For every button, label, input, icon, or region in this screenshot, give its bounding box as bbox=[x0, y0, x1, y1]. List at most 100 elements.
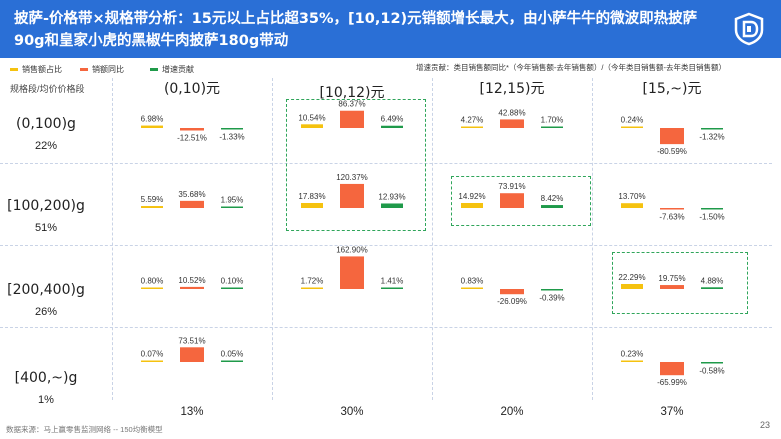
column-share: 13% bbox=[180, 406, 204, 418]
bar-yoy bbox=[340, 110, 364, 128]
value-label-contrib: 6.49% bbox=[381, 115, 404, 124]
row-share: 26% bbox=[34, 306, 58, 318]
row-share: 22% bbox=[34, 140, 58, 152]
grid-line-horizontal bbox=[0, 327, 772, 328]
value-label-yoy: 19.75% bbox=[658, 274, 685, 283]
value-label-contrib: 0.10% bbox=[221, 277, 244, 286]
bar-contrib bbox=[381, 125, 403, 128]
column-share: 20% bbox=[500, 406, 524, 418]
highlight-box bbox=[451, 176, 591, 226]
highlight-box bbox=[286, 99, 426, 231]
value-label-contrib: -1.32% bbox=[699, 133, 724, 142]
value-label-share: 5.59% bbox=[141, 195, 164, 204]
row-share: 51% bbox=[34, 222, 58, 234]
column-share: 30% bbox=[340, 406, 364, 418]
bar-contrib bbox=[381, 203, 403, 208]
bar-yoy bbox=[340, 183, 364, 208]
bar-yoy bbox=[500, 289, 524, 295]
value-label-contrib: -1.50% bbox=[699, 213, 724, 222]
value-label-yoy: 86.37% bbox=[338, 100, 365, 109]
legend-label: 销额同比 bbox=[92, 65, 124, 74]
value-label-share: 0.24% bbox=[621, 116, 644, 125]
bar-contrib bbox=[701, 362, 723, 364]
bar-share bbox=[461, 126, 483, 128]
grid-line-horizontal bbox=[0, 245, 772, 246]
value-label-share: 17.83% bbox=[298, 192, 325, 201]
page-number: 23 bbox=[760, 420, 771, 430]
value-label-share: 0.83% bbox=[461, 277, 484, 286]
highlight-box bbox=[612, 252, 748, 314]
bar-share bbox=[141, 125, 163, 128]
legend-label: 销售额占比 bbox=[22, 65, 62, 74]
bar-contrib bbox=[221, 206, 243, 208]
bar-share bbox=[621, 126, 643, 128]
brand-logo-icon bbox=[734, 12, 764, 46]
bar-yoy bbox=[660, 362, 684, 376]
row-share: 1% bbox=[38, 394, 54, 406]
grid-line-horizontal bbox=[0, 163, 772, 164]
value-label-contrib: -1.33% bbox=[219, 133, 244, 142]
bar-share bbox=[461, 203, 483, 208]
contribution-note: 增速贡献：类目销售额同比*（今年销售额-去年销售额）/（今年类目销售额-去年类目… bbox=[416, 63, 726, 72]
value-label-yoy: -65.99% bbox=[657, 378, 687, 387]
bar-share bbox=[141, 287, 163, 289]
bar-yoy bbox=[180, 347, 204, 362]
bar-yoy bbox=[180, 128, 204, 131]
value-label-contrib: -0.39% bbox=[539, 294, 564, 303]
grid-line-vertical bbox=[272, 78, 273, 400]
bar-share bbox=[621, 284, 643, 289]
value-label-contrib: 4.88% bbox=[701, 276, 724, 285]
bar-yoy bbox=[180, 286, 204, 289]
bar-yoy bbox=[340, 256, 364, 289]
value-label-contrib: 1.70% bbox=[541, 116, 564, 125]
bar-yoy bbox=[660, 285, 684, 289]
grid-line-vertical bbox=[592, 78, 593, 400]
value-label-share: 0.07% bbox=[141, 350, 164, 359]
data-source: 数据来源：马上赢零售监测网络 -- 150均衡模型 bbox=[6, 425, 163, 434]
legend-swatch-yoy bbox=[80, 68, 88, 71]
grid-line-vertical bbox=[112, 78, 113, 400]
value-label-yoy: 35.68% bbox=[178, 190, 205, 199]
bar-share bbox=[461, 287, 483, 289]
value-label-yoy: -80.59% bbox=[657, 147, 687, 156]
row-label: (0,100)g bbox=[16, 116, 76, 132]
bar-share bbox=[141, 360, 163, 362]
value-label-contrib: 8.42% bbox=[541, 194, 564, 203]
column-header: [10,12)元 bbox=[319, 85, 385, 101]
row-header: (0,100)g 22% bbox=[0, 116, 92, 152]
value-label-yoy: 162.90% bbox=[336, 245, 368, 254]
value-label-yoy: 73.91% bbox=[498, 182, 525, 191]
bar-contrib bbox=[541, 126, 563, 128]
value-label-yoy: -12.51% bbox=[177, 134, 207, 143]
value-label-contrib: 0.05% bbox=[221, 350, 244, 359]
bar-contrib bbox=[541, 289, 563, 291]
value-label-contrib: -0.58% bbox=[699, 367, 724, 376]
value-label-yoy: -7.63% bbox=[659, 213, 684, 222]
bar-yoy bbox=[660, 208, 684, 210]
value-label-share: 13.70% bbox=[618, 192, 645, 201]
bar-share bbox=[301, 287, 323, 289]
legend-label: 增速贡献 bbox=[162, 65, 194, 74]
value-label-yoy: 10.52% bbox=[178, 276, 205, 285]
grid-line-vertical bbox=[432, 78, 433, 400]
bar-contrib bbox=[221, 287, 243, 289]
value-label-share: 10.54% bbox=[298, 113, 325, 122]
value-label-yoy: 73.51% bbox=[178, 336, 205, 345]
bar-contrib bbox=[221, 128, 243, 130]
bar-contrib bbox=[701, 287, 723, 289]
bar-contrib bbox=[701, 208, 723, 210]
bar-share bbox=[141, 206, 163, 208]
value-label-contrib: 1.95% bbox=[221, 196, 244, 205]
row-header: [100,200)g 51% bbox=[0, 198, 92, 234]
column-share: 37% bbox=[660, 406, 684, 418]
column-header: [12,15)元 bbox=[479, 81, 545, 97]
bar-yoy bbox=[500, 119, 524, 128]
column-header: [15,~)元 bbox=[642, 81, 702, 97]
value-label-share: 14.92% bbox=[458, 192, 485, 201]
header-bar: 披萨-价格带×规格带分析：15元以上占比超35%，[10,12)元销额增长最大，… bbox=[0, 0, 781, 58]
row-label: [400,~)g bbox=[14, 370, 78, 386]
value-label-share: 0.80% bbox=[141, 277, 164, 286]
bar-contrib bbox=[701, 128, 723, 130]
row-label: [200,400)g bbox=[7, 282, 85, 298]
